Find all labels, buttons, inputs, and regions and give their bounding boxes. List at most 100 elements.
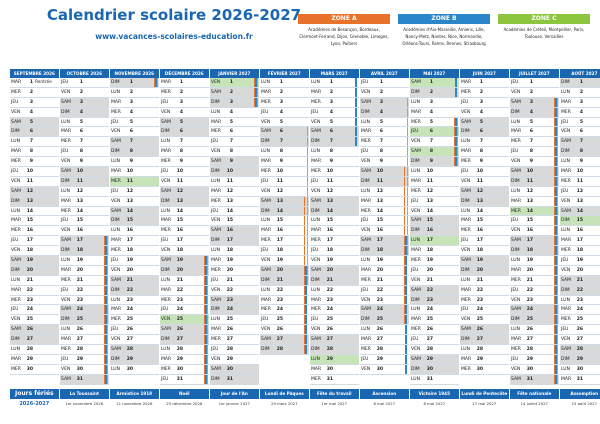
day-row[interactable]: SAM 9 (210, 157, 259, 168)
day-row[interactable]: SAM 10 (510, 167, 559, 177)
day-row[interactable]: DIM 4 (510, 107, 559, 118)
day-row[interactable]: MAR 8 (460, 147, 509, 158)
day-row[interactable]: VEN 23 (360, 295, 409, 306)
day-row[interactable]: LUN 14 (160, 207, 209, 217)
day-row[interactable]: MER 14 (510, 206, 559, 217)
day-row[interactable]: SAM 28 (560, 345, 600, 355)
day-row[interactable]: MAR 8 (160, 147, 209, 158)
day-row[interactable]: MAR 6 (360, 127, 409, 138)
day-row[interactable]: SAM 7 (560, 137, 600, 148)
day-row[interactable]: LUN 30 (110, 365, 159, 375)
day-row[interactable]: LUN 30 (560, 365, 600, 375)
day-row[interactable]: JEU 12 (110, 187, 159, 197)
day-row[interactable]: JEU 24 (160, 305, 209, 316)
day-row[interactable]: VEN 13 (110, 197, 159, 207)
day-row[interactable]: LUN 31 (410, 375, 459, 385)
day-row[interactable]: MER 5 (410, 117, 459, 128)
day-row[interactable]: MER 6 (210, 127, 259, 138)
day-row[interactable]: SAM 2 (210, 87, 259, 98)
day-row[interactable]: LUN 23 (560, 296, 600, 306)
day-row[interactable]: VEN 29 (210, 355, 259, 365)
day-row[interactable]: JEU 3 (460, 98, 509, 108)
day-row[interactable]: VEN 9 (510, 157, 559, 168)
day-row[interactable]: VEN 30 (60, 364, 109, 375)
day-row[interactable]: JEU 28 (210, 345, 259, 355)
day-row[interactable]: MAR 16 (260, 226, 309, 237)
day-row[interactable]: MAR 6 (510, 127, 559, 138)
day-row[interactable]: LUN 5 (360, 117, 409, 128)
day-row[interactable]: DIM 8 (110, 147, 159, 158)
day-row[interactable]: DIM 18 (510, 246, 559, 257)
day-row[interactable]: MAR 23 (310, 296, 359, 306)
day-row[interactable]: LUN 1 (310, 78, 359, 88)
day-row[interactable]: JEU 19 (110, 256, 159, 266)
day-row[interactable]: MAR 1 Rentrée (10, 78, 59, 88)
day-row[interactable]: LUN 8 (310, 147, 359, 158)
day-row[interactable]: DIM 27 (10, 335, 59, 346)
day-row[interactable]: VEN 30 (510, 364, 559, 375)
day-row[interactable]: DIM 7 (260, 137, 309, 148)
day-row[interactable]: LUN 24 (410, 305, 459, 316)
day-row[interactable]: MER 18 (110, 246, 159, 257)
day-row[interactable]: MAR 13 (60, 197, 109, 207)
day-row[interactable]: MER 17 (310, 236, 359, 247)
day-row[interactable]: SAM 12 (10, 186, 59, 197)
day-row[interactable]: VEN 16 (510, 226, 559, 237)
day-row[interactable]: MAR 22 (160, 285, 209, 296)
day-row[interactable]: JEU 29 (360, 354, 409, 365)
day-row[interactable]: SAM 7 (110, 137, 159, 148)
day-row[interactable]: MER 7 (510, 137, 559, 148)
day-row[interactable]: MER 3 (260, 98, 309, 108)
day-row[interactable]: MER 28 (60, 345, 109, 355)
day-row[interactable]: LUN 28 (460, 345, 509, 355)
day-row[interactable]: VEN 27 (560, 335, 600, 346)
day-row[interactable]: MAR 15 (160, 216, 209, 227)
day-row[interactable]: VEN 11 (10, 177, 59, 187)
day-row[interactable]: DIM 20 (10, 265, 59, 276)
day-row[interactable]: JEU 5 (110, 118, 159, 128)
day-row[interactable]: DIM 11 (60, 176, 109, 187)
day-row[interactable]: JEU 10 (460, 167, 509, 177)
day-row[interactable]: SAM 27 (260, 335, 309, 346)
day-row[interactable]: LUN 28 (10, 345, 59, 355)
day-row[interactable]: JEU 12 (560, 187, 600, 197)
day-row[interactable]: DIM 17 (210, 236, 259, 247)
day-row[interactable]: MAR 26 (210, 325, 259, 336)
day-row[interactable]: DIM 1 (560, 78, 600, 88)
day-row[interactable]: MER 23 (160, 295, 209, 306)
day-row[interactable]: SAM 14 (110, 206, 159, 217)
day-row[interactable]: JEU 20 (410, 266, 459, 276)
day-row[interactable]: DIM 22 (560, 285, 600, 296)
day-row[interactable]: MAR 27 (510, 335, 559, 346)
day-row[interactable]: DIM 14 (260, 206, 309, 217)
day-row[interactable]: LUN 8 (260, 147, 309, 158)
day-row[interactable]: VEN 6 (110, 127, 159, 138)
day-row[interactable]: LUN 21 (460, 276, 509, 286)
day-row[interactable]: JEU 25 (260, 315, 309, 326)
day-row[interactable]: DIM 7 (310, 137, 359, 148)
day-row[interactable]: SAM 5 (160, 117, 209, 128)
day-row[interactable]: DIM 10 (210, 167, 259, 177)
day-row[interactable]: VEN 16 (60, 226, 109, 237)
day-row[interactable]: MAR 13 (360, 196, 409, 207)
day-row[interactable]: VEN 18 (160, 246, 209, 257)
day-row[interactable]: VEN 13 (560, 197, 600, 207)
day-row[interactable]: MAR 27 (60, 335, 109, 346)
day-row[interactable]: MAR 15 (10, 216, 59, 227)
day-row[interactable]: DIM 25 (60, 315, 109, 326)
day-row[interactable]: SAM 20 (260, 265, 309, 276)
day-row[interactable]: MAR 12 (210, 187, 259, 197)
day-row[interactable]: MER 2 (460, 88, 509, 98)
day-row[interactable]: MAR 24 (110, 305, 159, 316)
day-row[interactable]: VEN 20 (560, 266, 600, 276)
day-row[interactable]: VEN 6 (560, 127, 600, 138)
day-row[interactable]: SAM 31 (60, 374, 109, 385)
day-row[interactable]: VEN 23 (60, 295, 109, 306)
day-row[interactable]: MAR 22 (10, 286, 59, 296)
day-row[interactable]: DIM 21 (260, 275, 309, 286)
day-row[interactable]: DIM 31 (210, 374, 259, 385)
day-row[interactable]: DIM 2 (410, 87, 459, 98)
day-row[interactable]: MAR 8 (10, 147, 59, 158)
day-row[interactable]: VEN 5 (260, 118, 309, 128)
day-row[interactable]: SAM 17 (60, 236, 109, 247)
